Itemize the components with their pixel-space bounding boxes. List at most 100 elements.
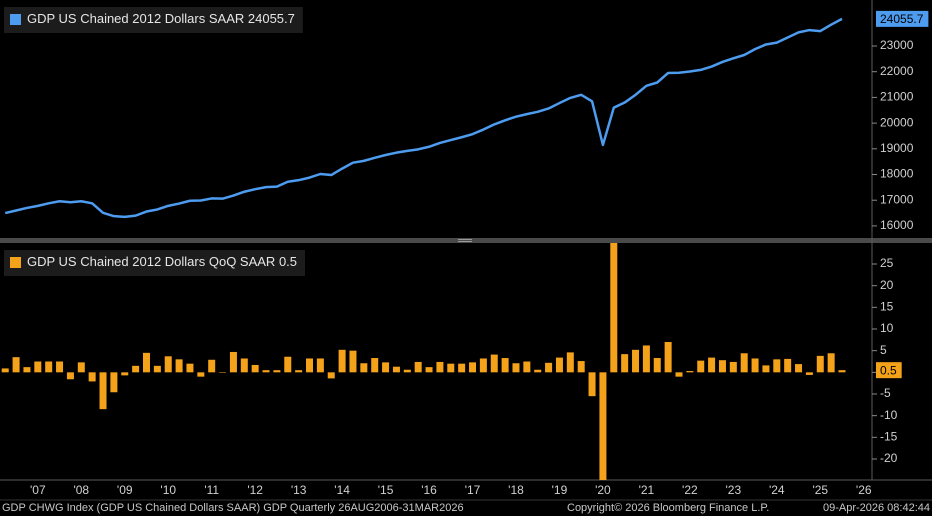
- bar: [751, 358, 759, 373]
- bar: [414, 361, 422, 373]
- x-tick-label: '18: [508, 483, 524, 497]
- bar: [251, 364, 259, 373]
- y-tick-label: 17000: [880, 192, 914, 206]
- bar: [142, 352, 150, 373]
- y-tick-label: 10: [880, 321, 894, 335]
- bar: [588, 372, 596, 397]
- bar: [1, 368, 9, 373]
- bar: [284, 356, 292, 373]
- bar: [805, 372, 813, 375]
- bar: [392, 366, 400, 373]
- legend-value: 24055.7: [248, 11, 295, 26]
- divider-handle: [458, 241, 472, 242]
- x-tick-label: '20: [595, 483, 611, 497]
- bar: [501, 358, 509, 373]
- bar: [718, 360, 726, 373]
- y-tick-label: 23000: [880, 38, 914, 52]
- x-tick-label: '09: [117, 483, 133, 497]
- bar: [566, 352, 574, 373]
- bar: [66, 372, 74, 380]
- plot-area: [4, 17, 843, 219]
- x-tick-label: '21: [639, 483, 655, 497]
- legend-text: GDP US Chained 2012 Dollars QoQ SAAR 0.5: [27, 254, 297, 269]
- bar: [653, 358, 661, 373]
- x-tick-label: '07: [30, 483, 46, 497]
- bar: [610, 243, 618, 373]
- y-tick-label: 5: [880, 343, 887, 357]
- bar: [490, 354, 498, 373]
- x-tick-label: '12: [247, 483, 263, 497]
- bar: [88, 372, 96, 382]
- bar: [675, 372, 683, 377]
- bar: [240, 358, 248, 373]
- y-tick-label: 19000: [880, 141, 914, 155]
- y-tick-label: -5: [880, 386, 891, 400]
- line-series: [4, 17, 843, 219]
- legend-swatch: [10, 257, 21, 268]
- footer-source: GDP CHWG Index (GDP US Chained Dollars S…: [2, 502, 464, 514]
- footer-copyright: Copyright© 2026 Bloomberg Finance L.P.: [567, 502, 769, 514]
- bar: [784, 358, 792, 373]
- bar: [762, 365, 770, 373]
- legend-text: GDP US Chained 2012 Dollars SAAR 24055.7: [27, 11, 295, 26]
- bar: [121, 372, 129, 376]
- bar: [349, 350, 357, 373]
- last-value-label: 24055.7: [880, 12, 924, 26]
- bar: [599, 372, 607, 480]
- x-tick-label: '19: [552, 483, 568, 497]
- bar: [577, 361, 585, 373]
- bar: [186, 363, 194, 373]
- x-tick-label: '23: [726, 483, 742, 497]
- bar: [479, 358, 487, 373]
- y-tick-label: 15: [880, 300, 894, 314]
- bar: [447, 363, 455, 373]
- legend-name: GDP US Chained 2012 Dollars SAAR: [27, 11, 244, 26]
- bar: [306, 358, 314, 373]
- bar: [838, 370, 846, 373]
- bar: [555, 357, 563, 373]
- bar: [773, 359, 781, 373]
- y-tick-label: -15: [880, 429, 898, 443]
- bar: [371, 358, 379, 373]
- bar: [56, 361, 64, 373]
- bar: [197, 372, 205, 377]
- legend-swatch: [10, 14, 21, 25]
- bar: [153, 365, 161, 373]
- bar: [360, 363, 368, 373]
- bar: [219, 372, 227, 373]
- bar: [545, 362, 553, 373]
- bar: [729, 361, 737, 373]
- x-tick-label: '10: [160, 483, 176, 497]
- bar: [34, 361, 42, 373]
- footer-timestamp: 09-Apr-2026 08:42:44: [823, 502, 930, 514]
- bar: [708, 357, 716, 373]
- bar: [23, 367, 31, 373]
- bar: [621, 354, 629, 373]
- bar: [740, 353, 748, 373]
- bar: [403, 369, 411, 373]
- panel-divider: [0, 238, 932, 243]
- bar: [164, 356, 172, 373]
- bar: [327, 372, 335, 379]
- bar: [110, 372, 118, 393]
- bar: [262, 370, 270, 373]
- y-tick-label: 20000: [880, 115, 914, 129]
- x-tick-label: '11: [204, 483, 219, 497]
- bar: [512, 363, 520, 373]
- bar: [316, 358, 324, 373]
- x-tick-label: '26: [856, 483, 872, 497]
- x-tick-label: '24: [769, 483, 785, 497]
- bar: [664, 342, 672, 373]
- bar: [795, 364, 803, 373]
- y-tick-label: 21000: [880, 90, 914, 104]
- bar: [458, 363, 466, 373]
- x-tick-label: '16: [421, 483, 437, 497]
- bar: [632, 349, 640, 373]
- x-tick-label: '25: [812, 483, 828, 497]
- x-tick-label: '14: [334, 483, 350, 497]
- y-tick-label: -10: [880, 408, 898, 422]
- y-tick-label: 20: [880, 278, 894, 292]
- bar: [273, 370, 281, 373]
- bar: [45, 361, 53, 373]
